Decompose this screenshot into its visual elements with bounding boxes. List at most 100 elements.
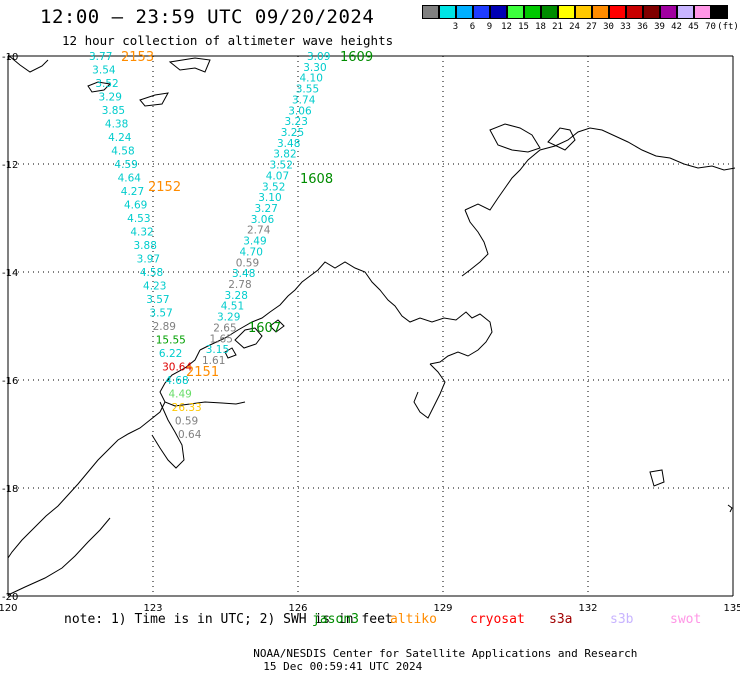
island-small-2	[139, 92, 169, 107]
top-end-coast	[464, 127, 736, 211]
legend-swatch	[592, 5, 609, 19]
wave-height-label: 1.65	[210, 333, 233, 345]
track-id-label: 1608	[300, 172, 333, 187]
lon-tick-label: 132	[578, 603, 597, 614]
king-sound	[151, 401, 185, 469]
legend-swatch	[558, 5, 575, 19]
wave-height-label: 1.61	[202, 355, 225, 367]
wave-height-label: 4.38	[105, 119, 128, 131]
wave-height-label: 4.69	[124, 200, 147, 212]
wave-height-label: 3.55	[296, 84, 319, 96]
wave-height-label: 2.65	[213, 322, 236, 334]
wave-height-label: 3.28	[225, 290, 248, 302]
wave-height-label: 2.78	[228, 279, 251, 291]
wave-height-label: 0.59	[175, 416, 198, 428]
legend-unit: (ft)	[717, 22, 739, 32]
wave-height-label: 2.74	[247, 225, 271, 237]
legend-tick-label: 9	[486, 22, 493, 32]
lon-tick-label: 126	[288, 603, 307, 614]
legend-swatch	[575, 5, 592, 19]
lat-tick-label: -12	[2, 160, 18, 171]
wave-height-label: 3.06	[288, 105, 312, 117]
wave-height-label: 3.57	[146, 294, 169, 306]
wave-height-label: 6.22	[159, 348, 182, 360]
legend-tick-label: 30	[603, 22, 614, 32]
legend-swatch	[490, 5, 507, 19]
wave-height-label: 3.48	[277, 138, 300, 150]
chart-title: 12:00 — 23:59 UTC 09/20/2024	[40, 6, 375, 28]
wave-height-label: 0.59	[236, 257, 259, 269]
legend-tick-label: 18	[535, 22, 546, 32]
legend-tick-label: 24	[569, 22, 580, 32]
wave-height-label: 3.52	[270, 160, 293, 172]
lon-tick-label: 135	[723, 603, 740, 614]
wave-height-label: 3.48	[232, 268, 255, 280]
wave-height-label: 4.59	[114, 159, 137, 171]
credit-text: NOAA/NESDIS Center for Satellite Applica…	[253, 647, 638, 660]
wave-height-label: 4.23	[143, 281, 166, 293]
island-wetar	[168, 57, 211, 73]
legend-tick-label: 39	[654, 22, 665, 32]
wave-height-label: 4.49	[168, 389, 191, 401]
coastline	[7, 54, 736, 596]
wave-height-label: 3.27	[255, 203, 278, 215]
track-id-label: 2151	[186, 365, 219, 380]
wave-height-label: 4.70	[240, 246, 263, 258]
wave-height-label: 3.97	[137, 254, 160, 266]
tiwi-islands	[489, 123, 541, 153]
legend-tick-label: 21	[552, 22, 563, 32]
lat-tick-label: -20	[2, 592, 18, 603]
arnhem-west	[547, 127, 576, 151]
wave-height-label: 3.77	[89, 51, 112, 63]
wave-height-label: 4.32	[130, 227, 153, 239]
wave-height-label: 3.52	[262, 181, 285, 193]
wave-height-label: 3.23	[285, 116, 308, 128]
legend-swatch	[660, 5, 677, 19]
wave-height-label: 15.55	[156, 335, 186, 347]
wave-height-label: 3.88	[134, 240, 157, 252]
map-annotations: 3.773.543.523.293.854.384.244.584.594.64…	[89, 50, 373, 441]
lat-tick-label: -10	[2, 52, 18, 63]
wave-height-label: 3.57	[149, 308, 172, 320]
legend-swatch	[422, 5, 439, 19]
legend-swatch	[643, 5, 660, 19]
lat-tick-label: -14	[2, 268, 18, 279]
arnhem-coast	[413, 363, 446, 419]
dampier-peninsula	[7, 401, 166, 559]
map-canvas: 120 123 126 129 132 135 -10 -12 -14 -16 -18 -20 3.7…	[0, 50, 740, 614]
satellite-legend-item: jason3	[312, 612, 359, 627]
lat-tick-label: -18	[2, 484, 18, 495]
legend-tick-label: 27	[586, 22, 597, 32]
islet-east	[727, 504, 733, 513]
wave-height-label: 4.27	[121, 186, 144, 198]
lon-tick-label: 120	[0, 603, 18, 614]
wave-height-label: 0.64	[178, 429, 202, 441]
lon-tick-label: 123	[143, 603, 162, 614]
island-small-1	[87, 81, 112, 93]
lon-tick-label: 129	[433, 603, 452, 614]
track-id-label: 1609	[340, 50, 373, 65]
legend-swatch	[711, 5, 728, 19]
wave-height-label: 3.54	[92, 65, 116, 77]
legend-swatch	[609, 5, 626, 19]
wave-height-label: 4.24	[108, 132, 132, 144]
wave-height-label: 3.10	[258, 192, 281, 204]
timestamp: 15 Dec 00:59:41 UTC 2024	[263, 660, 423, 673]
chart-subtitle: 12 hour collection of altimeter wave hei…	[62, 33, 394, 48]
archipelago	[224, 319, 285, 359]
legend-swatch	[456, 5, 473, 19]
legend-tick-label: 45	[688, 22, 699, 32]
wave-height-label: 3.15	[206, 344, 229, 356]
wave-height-label: 4.10	[300, 73, 323, 85]
legend-tick-label: 36	[637, 22, 648, 32]
graticule: 120 123 126 129 132 135 -10 -12 -14 -16 -18 -20	[0, 52, 740, 614]
wave-height-label: 4.51	[221, 301, 244, 313]
legend-tick-label: 70	[705, 22, 716, 32]
footnote: note: 1) Time is in UTC; 2) SWH is in fe…	[64, 612, 393, 627]
legend-swatch	[524, 5, 541, 19]
wave-height-label: 3.74	[292, 94, 316, 106]
wave-height-label: 4.07	[266, 170, 289, 182]
legend-swatch	[473, 5, 490, 19]
wave-height-label: 30.64	[162, 362, 192, 374]
legend-tick-label: 12	[501, 22, 512, 32]
